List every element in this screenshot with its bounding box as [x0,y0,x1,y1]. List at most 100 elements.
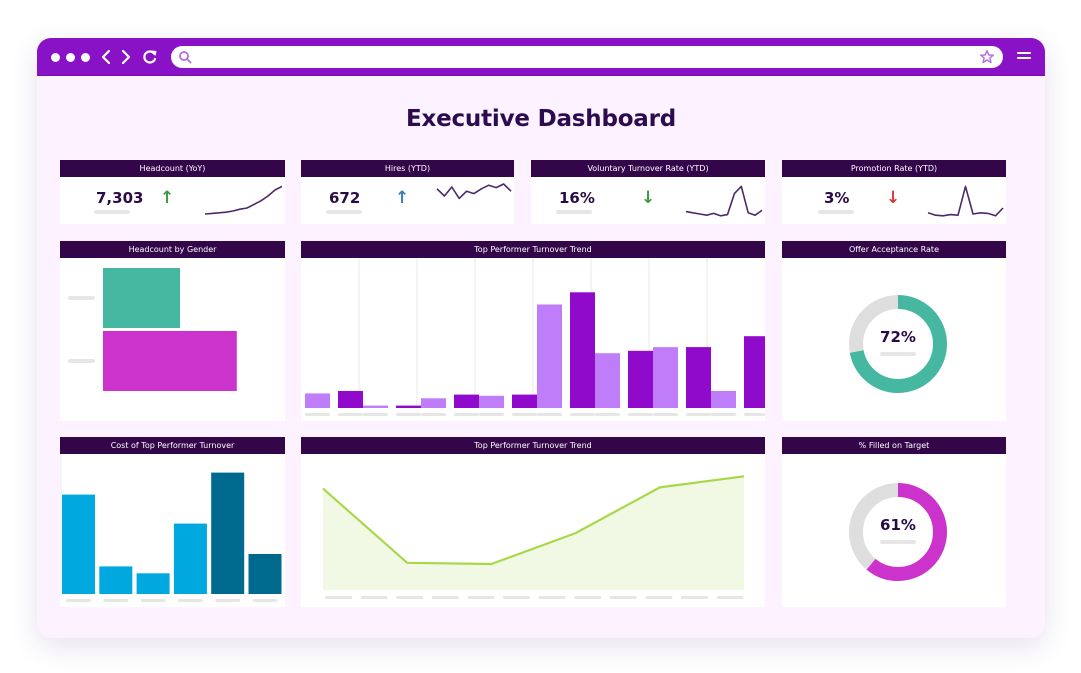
top-performer-turnover-bar-chart [305,258,765,416]
kpi-card-promotion-rate[interactable]: Promotion Rate (YTD) 3% ↓ [782,160,1006,224]
tick-label-placeholder [537,413,562,416]
forward-icon[interactable] [119,47,137,67]
tick-label-placeholder [628,413,653,416]
turnover-bar[interactable] [595,353,620,408]
kpi-subtitle-placeholder [556,210,592,214]
tick-label-placeholder [503,596,530,599]
tick-label-placeholder [538,596,566,599]
turnover-bar[interactable] [305,393,330,408]
window-dot-icon[interactable] [81,53,90,62]
tick-label-placeholder [252,599,278,602]
tick-label-placeholder [360,596,388,599]
address-input[interactable] [197,46,967,68]
turnover-bar[interactable] [537,304,562,409]
sparkline-path [436,183,512,200]
menu-icon[interactable] [1017,50,1031,68]
tick-label-placeholder [609,596,637,599]
back-icon[interactable] [99,47,117,67]
kpi-value: 7,303 [96,189,144,207]
kpi-title: Hires (YTD) [301,160,514,177]
panel-title: Top Performer Turnover Trend [301,437,765,454]
tick-label-placeholder [396,413,421,416]
search-icon [178,50,192,69]
filled-on-target-donut: 61% [849,483,947,581]
cost-bar[interactable] [211,472,245,594]
kpi-value: 16% [559,189,595,207]
cost-bar[interactable] [62,494,95,594]
refresh-icon[interactable] [141,47,159,67]
kpi-card-headcount[interactable]: Headcount (YoY) 7,303 ↑ [60,160,285,224]
star-icon[interactable] [979,49,995,70]
top-performer-turnover-area-chart [322,475,745,599]
tick-label-placeholder [396,596,424,599]
donut-sublabel-placeholder [880,540,916,544]
kpi-card-voluntary-turnover[interactable]: Voluntary Turnover Rate (YTD) 16% ↓ [531,160,765,224]
browser-toolbar [37,38,1045,76]
turnover-bar[interactable] [454,394,479,408]
offer-acceptance-donut: 72% [849,295,947,393]
tick-label-placeholder [215,599,241,602]
cost-turnover-panel[interactable]: Cost of Top Performer Turnover [60,437,285,607]
cost-bar[interactable] [99,566,133,594]
tick-label-placeholder [686,413,711,416]
area-line[interactable] [322,475,745,566]
offer-acceptance-panel[interactable]: Offer Acceptance Rate 72% [782,241,1006,421]
donut-value-arc [849,295,947,393]
sparkline-path [685,185,763,217]
gender-bar[interactable] [103,331,237,391]
kpi-value: 672 [329,189,361,207]
cost-bar[interactable] [136,573,170,594]
turnover-bar[interactable] [744,336,765,408]
tick-label-placeholder [467,596,495,599]
tick-label-placeholder [716,596,744,599]
kpi-card-hires[interactable]: Hires (YTD) 672 ↑ [301,160,514,224]
turnover-bar[interactable] [479,395,504,408]
panel-title: Cost of Top Performer Turnover [60,437,285,454]
cost-bar[interactable] [248,554,282,594]
turnover-bar[interactable] [653,347,678,408]
tick-label-placeholder [454,413,479,416]
turnover-bar[interactable] [396,405,421,408]
turnover-bar[interactable] [686,347,711,408]
address-bar[interactable] [171,46,1003,68]
filled-on-target-panel[interactable]: % Filled on Target 61% [782,437,1006,607]
window-dot-icon[interactable] [66,53,75,62]
tick-label-placeholder [177,599,203,602]
donut-value-label: 72% [880,328,916,346]
turnover-bar[interactable] [363,405,388,408]
top-performer-turnover-bar-panel[interactable]: Top Performer Turnover Trend [301,241,765,421]
kpi-title: Promotion Rate (YTD) [782,160,1006,177]
category-label-placeholder [68,359,95,363]
tick-label-placeholder [645,596,673,599]
sparkline-path [204,185,283,215]
cost-bar[interactable] [173,523,207,594]
kpi-title: Headcount (YoY) [60,160,285,177]
tick-label-placeholder [570,413,595,416]
sparkline [927,185,1004,217]
headcount-by-gender-panel[interactable]: Headcount by Gender [60,241,285,421]
panel-title: Top Performer Turnover Trend [301,241,765,258]
trend-up-icon: ↑ [160,188,175,208]
tick-label-placeholder [363,413,388,416]
kpi-title: Voluntary Turnover Rate (YTD) [531,160,765,177]
turnover-bar[interactable] [570,292,595,408]
page-title: Executive Dashboard [405,106,677,132]
panel-title: Offer Acceptance Rate [782,241,1006,258]
tick-label-placeholder [512,413,537,416]
top-performer-turnover-area-panel[interactable]: Top Performer Turnover Trend [301,437,765,607]
turnover-bar[interactable] [338,391,363,408]
kpi-subtitle-placeholder [818,210,854,214]
tick-label-placeholder [595,413,620,416]
turnover-bar[interactable] [421,398,446,408]
gender-bar[interactable] [103,268,180,328]
window-dot-icon[interactable] [51,53,60,62]
panel-title: % Filled on Target [782,437,1006,454]
turnover-bar[interactable] [512,394,537,408]
sparkline-path [927,185,1004,217]
turnover-bar[interactable] [628,350,653,408]
tick-label-placeholder [325,596,352,599]
trend-down-icon: ↓ [641,188,656,208]
turnover-bar[interactable] [711,391,736,408]
tick-label-placeholder [66,599,91,602]
donut-sublabel-placeholder [880,352,916,356]
